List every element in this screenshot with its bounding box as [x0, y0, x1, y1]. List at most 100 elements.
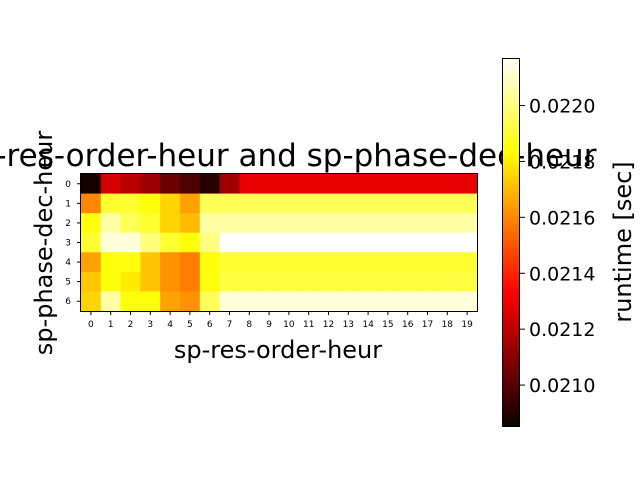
heatmap-cell — [378, 232, 399, 253]
heatmap-cell — [378, 193, 399, 214]
colorbar-tick-label: 0.0210 — [529, 375, 595, 397]
heatmap-cell — [120, 174, 141, 195]
heatmap-cell — [318, 252, 339, 273]
heatmap-cell — [279, 291, 300, 312]
heatmap-cell — [239, 291, 260, 312]
heatmap-cell — [140, 271, 161, 293]
heatmap-cell — [338, 291, 359, 312]
y-tick-label: 5 — [65, 278, 71, 288]
heatmap-cell — [100, 271, 122, 293]
heatmap-cell — [338, 252, 359, 273]
heatmap-cell — [259, 232, 280, 253]
heatmap-cell — [140, 193, 161, 214]
heatmap-cell — [219, 193, 240, 214]
x-axis-label: sp-res-order-heur — [174, 336, 382, 364]
colorbar-tick-label: 0.0218 — [529, 151, 595, 173]
heatmap-cell — [318, 232, 339, 253]
heatmap-cell — [457, 252, 478, 273]
heatmap-cell — [219, 232, 240, 253]
heatmap-cell — [298, 174, 320, 195]
heatmap-cell — [259, 193, 280, 214]
heatmap-cell — [417, 193, 438, 214]
heatmap-cell — [338, 174, 359, 195]
y-axis-ticks: 0 1 2 3 4 5 6 — [65, 180, 81, 307]
heatmap-cell — [298, 193, 320, 214]
x-axis-ticks: 0 1 2 3 4 5 6 7 8 9 10 11 12 13 14 15 16 17 18 19 — [88, 311, 473, 330]
heatmap-cell — [81, 232, 102, 253]
heatmap-cell — [318, 291, 339, 312]
heatmap-cell — [318, 213, 339, 234]
heatmap-cell — [378, 291, 399, 312]
heatmap-cell — [457, 193, 478, 214]
heatmap-cell — [437, 213, 458, 234]
heatmap-cell — [180, 193, 201, 214]
colorbar-gradient — [502, 58, 520, 427]
x-tick-label: 7 — [227, 320, 233, 330]
x-tick-label: 19 — [461, 320, 473, 330]
heatmap-cell — [199, 174, 221, 195]
heatmap-cell — [120, 193, 141, 214]
heatmap-cell — [358, 174, 379, 195]
colorbar-ticks: 0.0210 0.0212 0.0214 0.0216 0.0218 0.0220 — [520, 96, 595, 397]
y-tick-label: 3 — [65, 239, 71, 249]
heatmap-cell — [417, 213, 438, 234]
heatmap-cell — [338, 232, 359, 253]
x-tick-label: 9 — [266, 320, 272, 330]
heatmap-cell — [437, 174, 458, 195]
heatmap-cell — [219, 174, 240, 195]
heatmap-cell — [397, 232, 419, 253]
heatmap-cell — [338, 271, 359, 293]
colorbar-tick-label: 0.0212 — [529, 319, 595, 341]
heatmap-cell — [318, 193, 339, 214]
heatmap-cell — [358, 232, 379, 253]
heatmap-cell — [417, 232, 438, 253]
x-tick-label: 4 — [167, 320, 173, 330]
heatmap-cell — [279, 232, 300, 253]
heatmap-cell — [160, 174, 181, 195]
heatmap-cell — [140, 291, 161, 312]
heatmap-cell — [160, 193, 181, 214]
heatmap-cell — [298, 291, 320, 312]
heatmap-cell — [239, 271, 260, 293]
x-tick-label: 16 — [402, 320, 414, 330]
heatmap-cell — [160, 271, 181, 293]
heatmap-cell — [318, 174, 339, 195]
heatmap-cell — [199, 271, 221, 293]
chart-title: sp-res-order-heur and sp-phase-dec-heur — [0, 138, 597, 174]
heatmap-cell — [338, 193, 359, 214]
heatmap-cell — [140, 213, 161, 234]
x-tick-label: 6 — [207, 320, 213, 330]
heatmap-cell — [298, 213, 320, 234]
heatmap-cell — [259, 252, 280, 273]
heatmap-cell — [180, 174, 201, 195]
heatmap-cell — [81, 252, 102, 273]
heatmap-cell — [437, 252, 458, 273]
y-axis-label: sp-phase-dec-heur — [30, 131, 58, 356]
heatmap-cell — [259, 174, 280, 195]
heatmap-cell — [298, 271, 320, 293]
heatmap-cell — [160, 232, 181, 253]
heatmap-cell — [417, 291, 438, 312]
heatmap-cell — [437, 291, 458, 312]
heatmap-cell — [279, 174, 300, 195]
heatmap-cell — [199, 232, 221, 253]
heatmap-cell — [358, 193, 379, 214]
heatmap-cell — [120, 213, 141, 234]
heatmap-cell — [298, 232, 320, 253]
heatmap-cell — [120, 232, 141, 253]
x-tick-label: 1 — [108, 320, 114, 330]
y-tick-label: 0 — [65, 180, 71, 190]
heatmap-cell — [279, 271, 300, 293]
heatmap-cell — [239, 213, 260, 234]
colorbar-tick-label: 0.0214 — [529, 263, 595, 285]
heatmap-cell — [219, 252, 240, 273]
heatmap-cell — [457, 232, 478, 253]
heatmap-cell — [397, 252, 419, 273]
heatmap-cell — [358, 213, 379, 234]
heatmap-cell — [100, 213, 122, 234]
heatmap-cell — [199, 213, 221, 234]
heatmap-cell — [259, 271, 280, 293]
colorbar-tick-label: 0.0220 — [529, 96, 595, 118]
heatmap-cell — [239, 193, 260, 214]
